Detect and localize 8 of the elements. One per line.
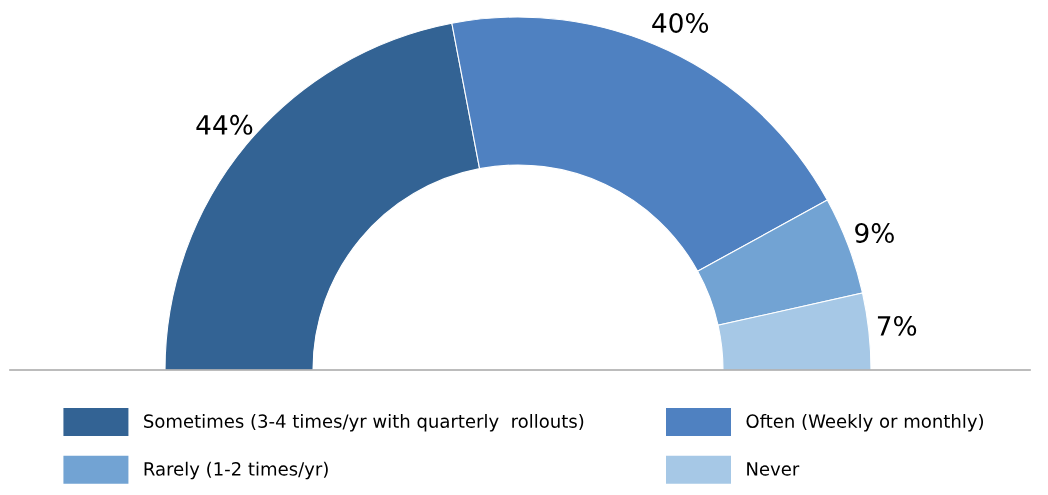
data-label: 44% [196,114,253,135]
data-label: 40% [652,12,709,33]
data-label: 9% [855,223,894,243]
legend-label: Sometimes (3-4 times/yr with quarterly rollouts) [144,414,584,432]
legend-label: Often (Weekly or monthly) [746,414,984,432]
legend-label: Rarely (1-2 times/yr) [144,461,328,480]
data-label: 7% [877,315,917,336]
legend-label: Never [747,462,800,476]
